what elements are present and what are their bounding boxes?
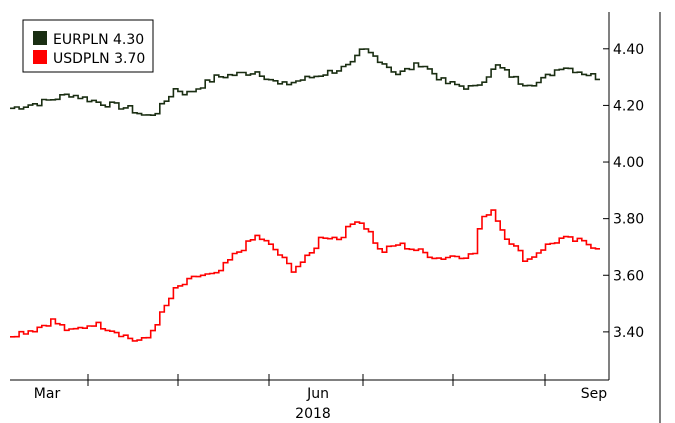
x-tick-label-mar: Mar xyxy=(34,386,61,402)
legend-label-usdpln: USDPLN 3.70 xyxy=(53,51,145,67)
y-tick-label: 3.80 xyxy=(613,212,644,228)
series-line-usdpln xyxy=(10,209,600,342)
y-tick-label: 4.00 xyxy=(613,155,644,171)
legend-swatch-eurpln xyxy=(33,31,47,45)
x-year-label: 2018 xyxy=(295,406,331,422)
legend-value-eurpln: 4.30 xyxy=(113,32,144,48)
y-tick-label: 3.40 xyxy=(613,325,644,341)
x-tick-label-sep: Sep xyxy=(581,386,608,402)
x-axis-ticks: Mar Jun Sep 2018 xyxy=(34,374,608,422)
y-tick-label: 4.20 xyxy=(613,98,644,114)
y-tick-label: 4.40 xyxy=(613,42,644,58)
y-axis-ticks: 3.40 3.60 3.80 4.00 4.20 4.40 xyxy=(603,42,644,341)
legend: EURPLN 4.30 USDPLN 3.70 xyxy=(22,19,154,73)
legend-swatch-usdpln xyxy=(33,50,47,64)
legend-value-usdpln: 3.70 xyxy=(114,51,145,67)
legend-label-eurpln: EURPLN 4.30 xyxy=(53,32,144,48)
x-tick-label-jun: Jun xyxy=(306,386,329,402)
series-layer xyxy=(10,48,600,342)
series-line-eurpln xyxy=(10,48,600,116)
y-tick-label: 3.60 xyxy=(613,268,644,284)
